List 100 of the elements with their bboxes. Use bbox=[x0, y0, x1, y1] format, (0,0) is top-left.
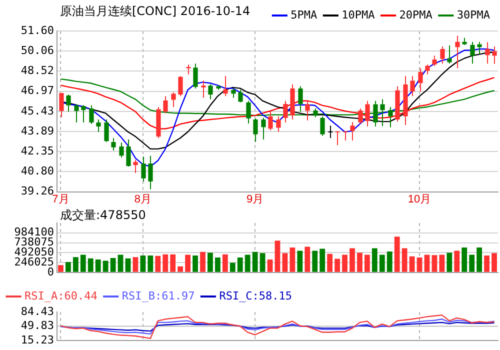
candlestick bbox=[223, 75, 228, 97]
candlestick bbox=[111, 138, 116, 151]
candlestick bbox=[238, 89, 243, 102]
bar bbox=[267, 260, 273, 272]
candlestick bbox=[298, 86, 303, 112]
bar bbox=[185, 254, 191, 272]
bar bbox=[230, 262, 236, 272]
bar bbox=[424, 254, 430, 272]
candlestick bbox=[432, 55, 437, 67]
candlestick bbox=[156, 106, 161, 138]
candlestick bbox=[440, 46, 445, 64]
bar bbox=[342, 254, 348, 272]
bar bbox=[320, 248, 326, 272]
bar bbox=[192, 256, 198, 272]
x-tick-label: 9月 bbox=[246, 193, 264, 206]
candlestick bbox=[66, 94, 71, 112]
bar bbox=[312, 250, 318, 272]
legend-label: RSI_C:58.15 bbox=[219, 289, 292, 302]
candlestick bbox=[74, 104, 79, 123]
x-tick-label: 8月 bbox=[134, 193, 152, 206]
bar bbox=[386, 252, 392, 272]
candlestick bbox=[96, 118, 101, 132]
candlestick bbox=[119, 142, 124, 158]
bar bbox=[446, 252, 452, 272]
candlestick bbox=[141, 156, 146, 182]
bar bbox=[364, 254, 370, 272]
bar bbox=[327, 254, 333, 272]
bar bbox=[350, 248, 355, 272]
candlestick bbox=[334, 130, 340, 146]
bar bbox=[125, 258, 131, 272]
candlestick bbox=[193, 63, 198, 89]
x-tick-label: 7月 bbox=[52, 193, 70, 206]
y-tick-label: 51.60 bbox=[20, 24, 54, 37]
bar bbox=[282, 253, 288, 272]
candlestick bbox=[171, 92, 176, 108]
bar bbox=[252, 252, 258, 272]
candlestick bbox=[290, 84, 295, 120]
candlestick bbox=[283, 100, 288, 123]
bar bbox=[469, 254, 475, 272]
bar bbox=[66, 262, 71, 272]
bar bbox=[170, 254, 176, 272]
y-tick-label: 49.83 bbox=[20, 319, 54, 332]
bar bbox=[148, 256, 154, 272]
y-tick-label: 15.23 bbox=[20, 333, 54, 346]
candlestick bbox=[81, 104, 86, 123]
bar bbox=[402, 248, 408, 272]
legend-label: 5PMA bbox=[290, 8, 318, 22]
legend-label: RSI_B:61.97 bbox=[122, 289, 195, 302]
candlestick bbox=[268, 111, 273, 131]
legend-label: 30PMA bbox=[456, 8, 490, 22]
candlestick bbox=[410, 75, 415, 97]
legend-label: RSI_A:60.44 bbox=[24, 289, 98, 302]
bar bbox=[439, 254, 445, 272]
y-tick-label: 39.26 bbox=[20, 184, 54, 198]
bar bbox=[379, 254, 385, 272]
y-tick-label: 50.06 bbox=[20, 44, 54, 57]
candlestick bbox=[328, 125, 334, 138]
candlestick bbox=[163, 96, 168, 114]
bar bbox=[208, 252, 213, 272]
candlestick bbox=[470, 41, 475, 64]
candlestick bbox=[261, 117, 266, 140]
candlestick bbox=[208, 84, 213, 100]
candlestick bbox=[320, 116, 325, 136]
candlestick bbox=[462, 37, 467, 44]
candlestick bbox=[403, 75, 408, 126]
candlestick bbox=[201, 80, 206, 98]
candlestick bbox=[350, 121, 355, 141]
chart-title: 原油当月连续[CONC] 2016-10-14 bbox=[60, 3, 250, 20]
candlestick bbox=[477, 41, 482, 55]
y-tick-label: 48.52 bbox=[20, 64, 54, 77]
bar bbox=[290, 248, 296, 272]
bar bbox=[237, 258, 243, 272]
bar bbox=[80, 254, 86, 272]
candlestick bbox=[455, 35, 460, 69]
candlestick bbox=[365, 100, 370, 128]
bar bbox=[357, 252, 362, 272]
candlestick bbox=[395, 86, 400, 122]
bar bbox=[215, 258, 220, 272]
legend-label: 20PMA bbox=[399, 8, 433, 22]
chart-title: 成交量:478550 bbox=[60, 207, 146, 224]
candlestick bbox=[89, 104, 94, 125]
bar bbox=[454, 250, 460, 272]
bar bbox=[72, 257, 78, 272]
bar bbox=[484, 256, 490, 272]
y-tick-label: 84.43 bbox=[20, 304, 54, 318]
candlestick bbox=[133, 159, 138, 174]
bar bbox=[200, 252, 206, 272]
bar bbox=[432, 255, 438, 272]
bar bbox=[132, 257, 138, 272]
candlestick bbox=[485, 42, 490, 64]
bar bbox=[118, 254, 124, 272]
candlestick bbox=[305, 100, 310, 121]
bar bbox=[95, 260, 101, 272]
bar bbox=[394, 236, 400, 272]
bar bbox=[462, 248, 468, 272]
bar bbox=[492, 253, 497, 272]
candlestick bbox=[231, 88, 236, 98]
bar bbox=[274, 240, 280, 272]
candlestick bbox=[425, 64, 430, 75]
candlestick bbox=[447, 44, 452, 64]
